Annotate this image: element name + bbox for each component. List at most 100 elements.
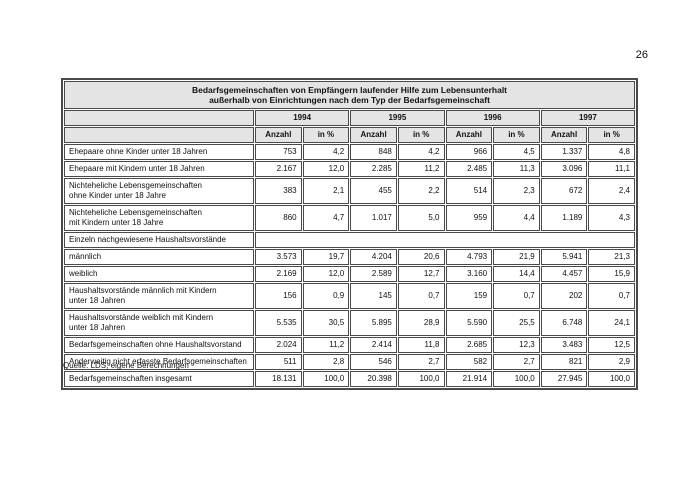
value-cell: 4,4 xyxy=(493,205,540,231)
value-cell: 821 xyxy=(540,354,588,370)
value-cell: 12,0 xyxy=(302,266,350,282)
row-label: weiblich xyxy=(64,266,254,282)
value-cell: 514 xyxy=(445,178,493,204)
value-cell: 5.535 xyxy=(255,310,302,336)
value-cell: 2,3 xyxy=(493,178,540,204)
value-cell: 3.573 xyxy=(255,249,302,265)
value-cell: 5,0 xyxy=(397,205,445,231)
value-cell: 5.590 xyxy=(445,310,493,336)
value-cell: 159 xyxy=(445,283,493,309)
value-cell: 2.589 xyxy=(350,266,397,282)
table-row: Haushaltsvorstände weiblich mit Kindern … xyxy=(64,310,635,336)
value-cell: 100,0 xyxy=(493,371,540,387)
value-cell: 20.398 xyxy=(350,371,397,387)
value-cell: 0,7 xyxy=(397,283,445,309)
measure-header-anzahl: Anzahl xyxy=(540,127,588,143)
value-cell: 383 xyxy=(255,178,302,204)
value-cell: 12,3 xyxy=(493,337,540,353)
value-cell: 2,1 xyxy=(302,178,350,204)
value-cell: 11,2 xyxy=(302,337,350,353)
value-cell: 2.414 xyxy=(350,337,397,353)
row-label: Nichteheliche Lebensgemeinschaften mit K… xyxy=(64,205,254,231)
value-cell: 0,7 xyxy=(493,283,540,309)
table-row: weiblich 2.169 12,0 2.589 12,7 3.160 14,4 4.457… xyxy=(64,266,635,282)
value-cell: 2,7 xyxy=(493,354,540,370)
row-label: Anderweitig nicht erfasste Bedarfsgemein… xyxy=(64,354,254,370)
value-cell: 2.485 xyxy=(445,161,493,177)
table-title: Bedarfsgemeinschaften von Empfängern lau… xyxy=(64,81,635,109)
value-cell: 4.793 xyxy=(445,249,493,265)
value-cell: 5.941 xyxy=(540,249,588,265)
value-cell: 11,8 xyxy=(397,337,445,353)
table-row: Haushaltsvorstände männlich mit Kindern … xyxy=(64,283,635,309)
value-cell: 0,9 xyxy=(302,283,350,309)
table-row: Ehepaare mit Kindern unter 18 Jahren 2.16… xyxy=(64,161,635,177)
value-cell: 2,4 xyxy=(588,178,635,204)
value-cell: 28,9 xyxy=(397,310,445,336)
value-cell: 0,7 xyxy=(588,283,635,309)
row-label: Einzeln nachgewiesene Haushaltsvorstände xyxy=(64,232,254,248)
value-cell: 4,7 xyxy=(302,205,350,231)
value-cell: 4,3 xyxy=(588,205,635,231)
year-header-1995: 1995 xyxy=(350,110,445,126)
table-row: männlich 3.573 19,7 4.204 20,6 4.793 21,9 5.941… xyxy=(64,249,635,265)
value-cell: 1.189 xyxy=(540,205,588,231)
value-cell: 21,9 xyxy=(493,249,540,265)
value-cell: 6.748 xyxy=(540,310,588,336)
measure-header-percent: in % xyxy=(397,127,445,143)
value-cell: 2,8 xyxy=(302,354,350,370)
value-cell: 848 xyxy=(350,144,397,160)
value-cell: 2,9 xyxy=(588,354,635,370)
value-cell: 100,0 xyxy=(588,371,635,387)
value-cell: 156 xyxy=(255,283,302,309)
row-label: Ehepaare ohne Kinder unter 18 Jahren xyxy=(64,144,254,160)
value-cell: 2.685 xyxy=(445,337,493,353)
value-cell: 966 xyxy=(445,144,493,160)
measure-header-anzahl: Anzahl xyxy=(445,127,493,143)
value-cell: 2.024 xyxy=(255,337,302,353)
value-cell: 11,2 xyxy=(397,161,445,177)
value-cell: 4.204 xyxy=(350,249,397,265)
value-cell: 21.914 xyxy=(445,371,493,387)
table-row: Einzeln nachgewiesene Haushaltsvorstände xyxy=(64,232,635,248)
value-cell: 4,2 xyxy=(397,144,445,160)
value-cell: 12,7 xyxy=(397,266,445,282)
row-label: Haushaltsvorstände männlich mit Kindern … xyxy=(64,283,254,309)
table-row: Bedarfsgemeinschaften insgesamt 18.131 100… xyxy=(64,371,635,387)
value-cell: 1.017 xyxy=(350,205,397,231)
value-cell: 11,3 xyxy=(493,161,540,177)
value-cell: 30,5 xyxy=(302,310,350,336)
year-header-1994: 1994 xyxy=(255,110,350,126)
value-cell: 546 xyxy=(350,354,397,370)
value-cell: 11,1 xyxy=(588,161,635,177)
corner-cell-years xyxy=(64,110,254,126)
value-cell: 14,4 xyxy=(493,266,540,282)
measure-header-percent: in % xyxy=(302,127,350,143)
row-label: Nichteheliche Lebensgemeinschaften ohne … xyxy=(64,178,254,204)
measure-header-percent: in % xyxy=(493,127,540,143)
table-row: Bedarfsgemeinschaften ohne Haushaltsvors… xyxy=(64,337,635,353)
source-note: Quelle: LDS, eigene Berechnungen xyxy=(63,361,189,370)
value-cell: 860 xyxy=(255,205,302,231)
value-cell: 2.167 xyxy=(255,161,302,177)
row-label: Ehepaare mit Kindern unter 18 Jahren xyxy=(64,161,254,177)
corner-cell-measures xyxy=(64,127,254,143)
value-cell: 672 xyxy=(540,178,588,204)
value-cell: 4,8 xyxy=(588,144,635,160)
value-cell: 15,9 xyxy=(588,266,635,282)
value-cell: 12,0 xyxy=(302,161,350,177)
value-cell: 202 xyxy=(540,283,588,309)
value-cell: 21,3 xyxy=(588,249,635,265)
value-cell: 100,0 xyxy=(302,371,350,387)
value-cell: 4,5 xyxy=(493,144,540,160)
value-cell: 100,0 xyxy=(397,371,445,387)
bedarfsgemeinschaften-table: Bedarfsgemeinschaften von Empfängern lau… xyxy=(61,78,638,390)
value-cell: 19,7 xyxy=(302,249,350,265)
row-label: Bedarfsgemeinschaften insgesamt xyxy=(64,371,254,387)
value-cell: 3.096 xyxy=(540,161,588,177)
section-spacer-cell xyxy=(255,232,635,248)
value-cell: 753 xyxy=(255,144,302,160)
row-label: Bedarfsgemeinschaften ohne Haushaltsvors… xyxy=(64,337,254,353)
value-cell: 2.169 xyxy=(255,266,302,282)
value-cell: 455 xyxy=(350,178,397,204)
